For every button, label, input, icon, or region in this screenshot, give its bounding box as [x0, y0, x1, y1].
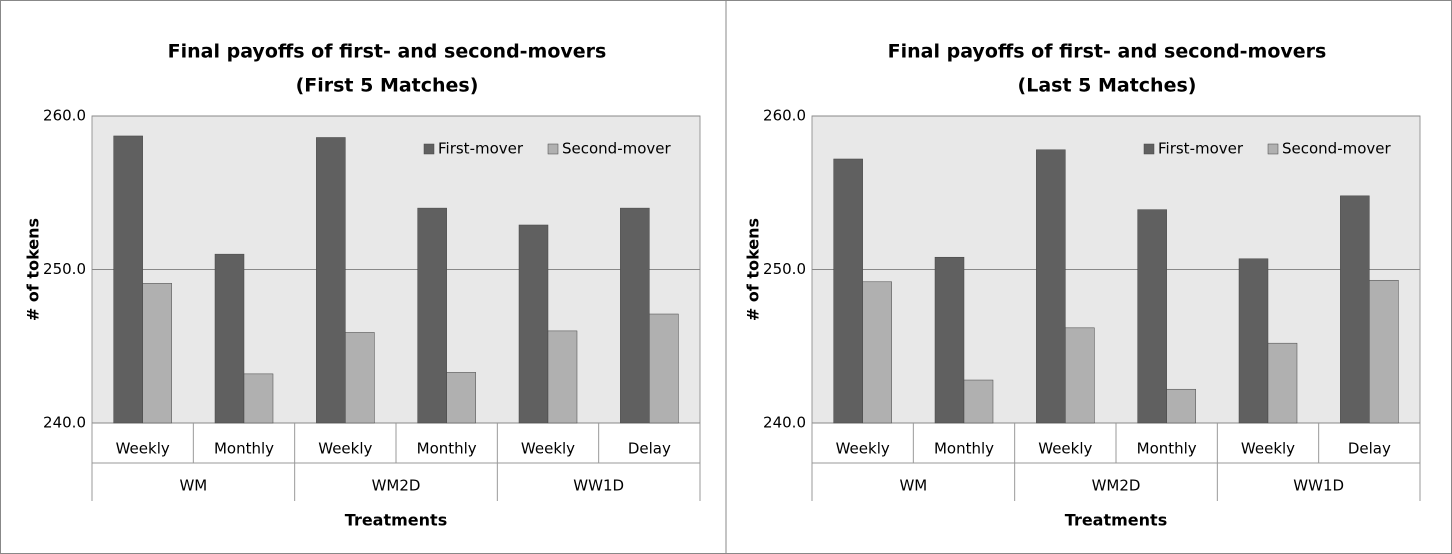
x-tick-label: Weekly — [1038, 440, 1092, 458]
bar — [547, 330, 578, 424]
legend-label: Second-mover — [1282, 140, 1392, 158]
chart-subtitle: (First 5 Matches) — [296, 75, 479, 97]
bar — [649, 313, 679, 424]
bar — [1036, 149, 1066, 424]
bar — [142, 283, 172, 424]
bar — [446, 372, 476, 424]
x-tick-label: Monthly — [214, 440, 274, 458]
y-axis-label: # of tokens — [24, 218, 43, 321]
bar — [1065, 327, 1095, 424]
y-tick-label: 240.0 — [763, 414, 806, 432]
group-label: WM — [179, 477, 207, 495]
x-tick-label: Weekly — [116, 440, 170, 458]
bar — [1267, 342, 1298, 424]
chart-title: Final payoffs of first- and second-mover… — [888, 41, 1327, 63]
x-tick-label: Delay — [1348, 440, 1391, 458]
chart-title: Final payoffs of first- and second-mover… — [168, 41, 607, 63]
x-axis-label: Treatments — [345, 511, 447, 530]
y-axis-label: # of tokens — [744, 218, 763, 321]
bar — [417, 207, 447, 424]
legend-label: Second-mover — [562, 140, 672, 158]
bar — [1137, 209, 1167, 424]
chart-subtitle: (Last 5 Matches) — [1018, 75, 1197, 97]
y-tick-label: 260.0 — [43, 107, 86, 125]
y-tick-label: 260.0 — [763, 107, 806, 125]
x-tick-label: Weekly — [836, 440, 890, 458]
group-label: WM — [899, 477, 927, 495]
legend-label: First-mover — [1158, 140, 1244, 158]
y-tick-label: 240.0 — [43, 414, 86, 432]
x-tick-label: Monthly — [934, 440, 994, 458]
group-label: WM2D — [372, 477, 421, 495]
legend-swatch — [423, 143, 435, 155]
group-label: WW1D — [1293, 477, 1344, 495]
legend-swatch — [1143, 143, 1155, 155]
bar — [1340, 195, 1370, 424]
x-tick-label: Weekly — [521, 440, 575, 458]
x-tick-label: Weekly — [318, 440, 372, 458]
bar — [1238, 258, 1269, 424]
bar — [833, 158, 863, 424]
x-tick-label: Weekly — [1241, 440, 1295, 458]
x-axis-label: Treatments — [1065, 511, 1167, 530]
legend-label: First-mover — [438, 140, 524, 158]
x-tick-label: Monthly — [417, 440, 477, 458]
bar — [316, 137, 346, 424]
bar — [243, 373, 274, 424]
bar — [862, 281, 892, 424]
bar — [1166, 388, 1196, 424]
y-tick-label: 250.0 — [763, 260, 806, 278]
legend-swatch — [1267, 143, 1279, 155]
bar — [113, 135, 143, 424]
bar — [934, 256, 965, 424]
group-label: WM2D — [1092, 477, 1141, 495]
x-tick-label: Monthly — [1137, 440, 1197, 458]
bar — [518, 224, 549, 424]
legend-swatch — [547, 143, 559, 155]
bar — [963, 379, 994, 424]
bar — [620, 207, 650, 424]
bar — [214, 253, 245, 424]
bar — [1369, 279, 1399, 424]
y-tick-label: 250.0 — [43, 260, 86, 278]
group-label: WW1D — [573, 477, 624, 495]
x-tick-label: Delay — [628, 440, 671, 458]
bar — [345, 332, 375, 424]
